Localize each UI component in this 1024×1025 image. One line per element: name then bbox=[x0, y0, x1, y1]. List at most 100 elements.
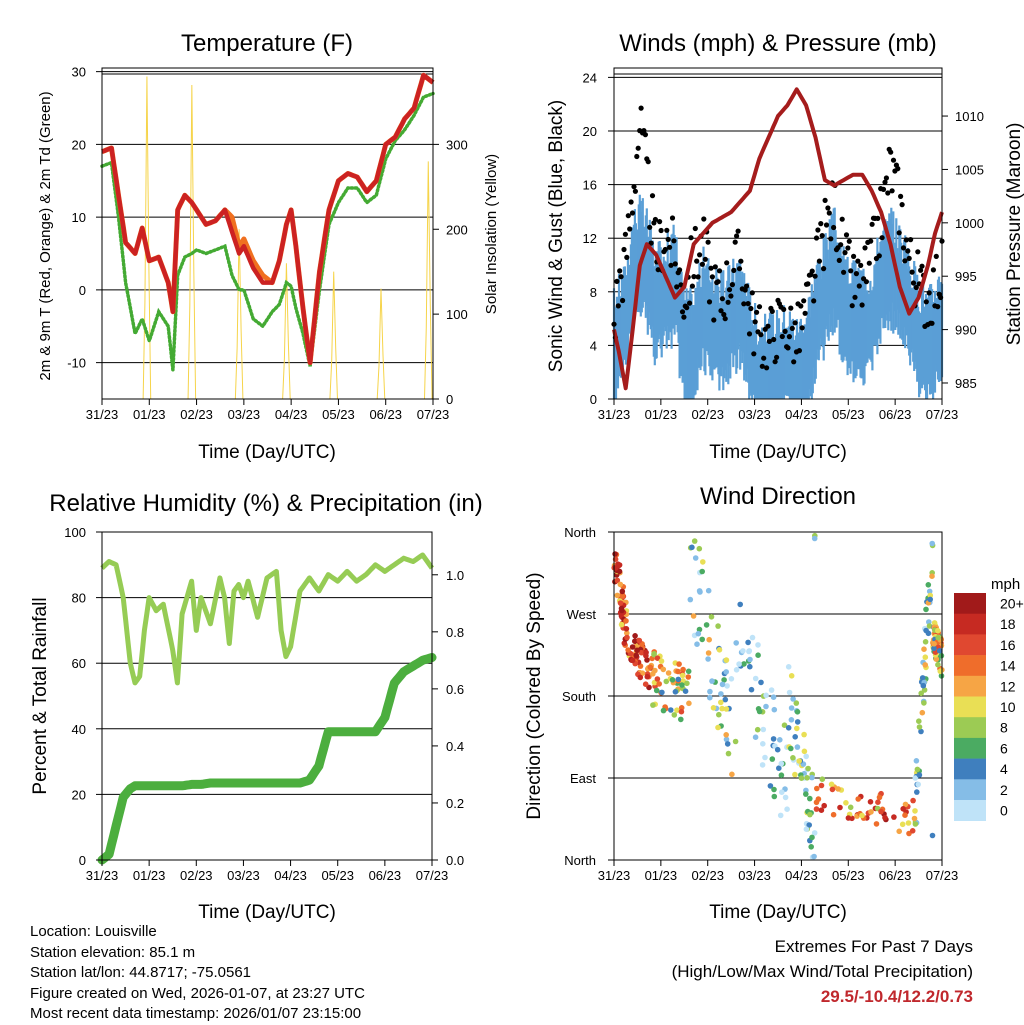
wind-direction-point bbox=[760, 726, 767, 733]
wind-direction-point bbox=[786, 689, 793, 696]
wind-direction-point bbox=[674, 707, 680, 713]
wind-direction-point bbox=[923, 627, 929, 634]
gust-point bbox=[846, 238, 852, 244]
wind-direction-point bbox=[719, 681, 726, 688]
wind-direction-point bbox=[794, 744, 801, 750]
gust-point bbox=[779, 333, 785, 340]
wind-direction-point bbox=[902, 801, 909, 808]
wind-direction-point bbox=[876, 794, 883, 801]
wind-direction-point bbox=[650, 671, 656, 677]
y2-tick-label: 100 bbox=[446, 307, 468, 322]
wind-direction-point bbox=[723, 732, 729, 738]
gust-point bbox=[647, 224, 653, 230]
y-tick-label: 12 bbox=[583, 231, 597, 246]
gust-point bbox=[679, 309, 686, 315]
colorbar-swatch bbox=[954, 737, 986, 759]
wind-direction-panel: Wind Direction North East South West North 3… bbox=[524, 483, 1024, 923]
wind-direction-point bbox=[808, 844, 814, 850]
gust-point bbox=[875, 215, 881, 221]
gust-point bbox=[711, 317, 717, 323]
wind-direction-point bbox=[632, 633, 638, 639]
y2-tick-label: 0.4 bbox=[446, 739, 464, 754]
gust-point bbox=[702, 256, 708, 262]
gust-point bbox=[705, 239, 711, 245]
gust-point bbox=[918, 267, 924, 273]
wind-direction-point bbox=[828, 781, 835, 788]
y-tick-label: South bbox=[562, 689, 596, 704]
gust-point bbox=[822, 197, 828, 203]
wind-direction-point bbox=[807, 795, 813, 802]
gust-point bbox=[842, 250, 848, 256]
colorbar-label: 0 bbox=[1000, 803, 1008, 819]
gust-point bbox=[851, 253, 857, 259]
gust-point bbox=[801, 298, 807, 304]
gust-point bbox=[898, 193, 904, 199]
gust-point bbox=[635, 145, 641, 151]
gust-point bbox=[792, 320, 798, 326]
gust-point bbox=[724, 260, 730, 266]
station-info: Location: Louisville Station elevation: … bbox=[30, 922, 365, 1025]
gust-point bbox=[786, 334, 793, 340]
wind-direction-point bbox=[801, 748, 808, 755]
extremes-box: Extremes For Past 7 Days (High/Low/Max W… bbox=[672, 934, 973, 1009]
wind-direction-point bbox=[807, 811, 813, 818]
wind-direction-point bbox=[651, 651, 657, 657]
gust-point bbox=[645, 159, 651, 165]
y2-tick-label: 300 bbox=[446, 137, 468, 152]
wind-direction-point bbox=[634, 647, 640, 654]
gust-point bbox=[811, 298, 817, 304]
y-tick-label: 8 bbox=[590, 285, 597, 300]
colorbar-swatch bbox=[954, 655, 986, 677]
wind-direction-point bbox=[644, 657, 650, 663]
wind-direction-point bbox=[916, 724, 923, 730]
colorbar-swatch bbox=[954, 696, 986, 718]
gust-point bbox=[909, 269, 915, 275]
solar-insolation-spike bbox=[423, 161, 433, 400]
wind-direction-point bbox=[805, 765, 811, 772]
gust-point bbox=[919, 263, 925, 269]
gust-point bbox=[731, 267, 737, 273]
gust-point bbox=[765, 323, 771, 329]
wind-direction-point bbox=[905, 820, 912, 826]
wind-direction-point bbox=[763, 692, 769, 699]
gust-point bbox=[752, 319, 758, 325]
wind-direction-point bbox=[910, 797, 916, 804]
y-tick-label: 40 bbox=[72, 722, 86, 737]
y-tick-label: 60 bbox=[72, 656, 86, 671]
gust-point bbox=[845, 245, 851, 251]
gust-point bbox=[825, 205, 831, 211]
y2-tick-label: 200 bbox=[446, 222, 468, 237]
colorbar-label: 16 bbox=[1000, 637, 1016, 653]
gust-point bbox=[697, 252, 703, 258]
y2-tick-label: 0.6 bbox=[446, 682, 464, 697]
wind-direction-point bbox=[768, 687, 775, 693]
wind-direction-point bbox=[778, 760, 785, 767]
wind-direction-point bbox=[747, 663, 753, 670]
gust-point bbox=[838, 242, 844, 248]
wind-direction-point bbox=[925, 582, 932, 588]
wind-direction-point bbox=[803, 791, 809, 797]
y-tick-label: 16 bbox=[583, 178, 597, 193]
wind-direction-point bbox=[781, 722, 788, 728]
wind-direction-point bbox=[705, 587, 712, 594]
gust-point bbox=[888, 149, 894, 155]
extremes-title: Extremes For Past 7 Days bbox=[774, 937, 973, 956]
gust-point bbox=[856, 283, 862, 289]
wind-direction-point bbox=[719, 705, 725, 712]
gust-point bbox=[852, 294, 858, 300]
y-tick-label: North bbox=[564, 525, 596, 540]
wind-direction-point bbox=[936, 648, 943, 654]
gust-point bbox=[706, 299, 713, 305]
gust-point bbox=[926, 290, 932, 296]
gust-point bbox=[809, 268, 815, 274]
y-tick-label: 20 bbox=[583, 124, 597, 139]
gust-point bbox=[614, 278, 620, 284]
wind-direction-point bbox=[647, 664, 654, 671]
wind-direction-point bbox=[760, 741, 766, 747]
gust-point bbox=[621, 246, 627, 253]
wind-direction-point bbox=[794, 719, 801, 725]
wind-direction-point bbox=[755, 652, 761, 658]
gust-point bbox=[758, 332, 764, 338]
gust-point bbox=[631, 184, 637, 190]
gust-point bbox=[694, 258, 700, 264]
